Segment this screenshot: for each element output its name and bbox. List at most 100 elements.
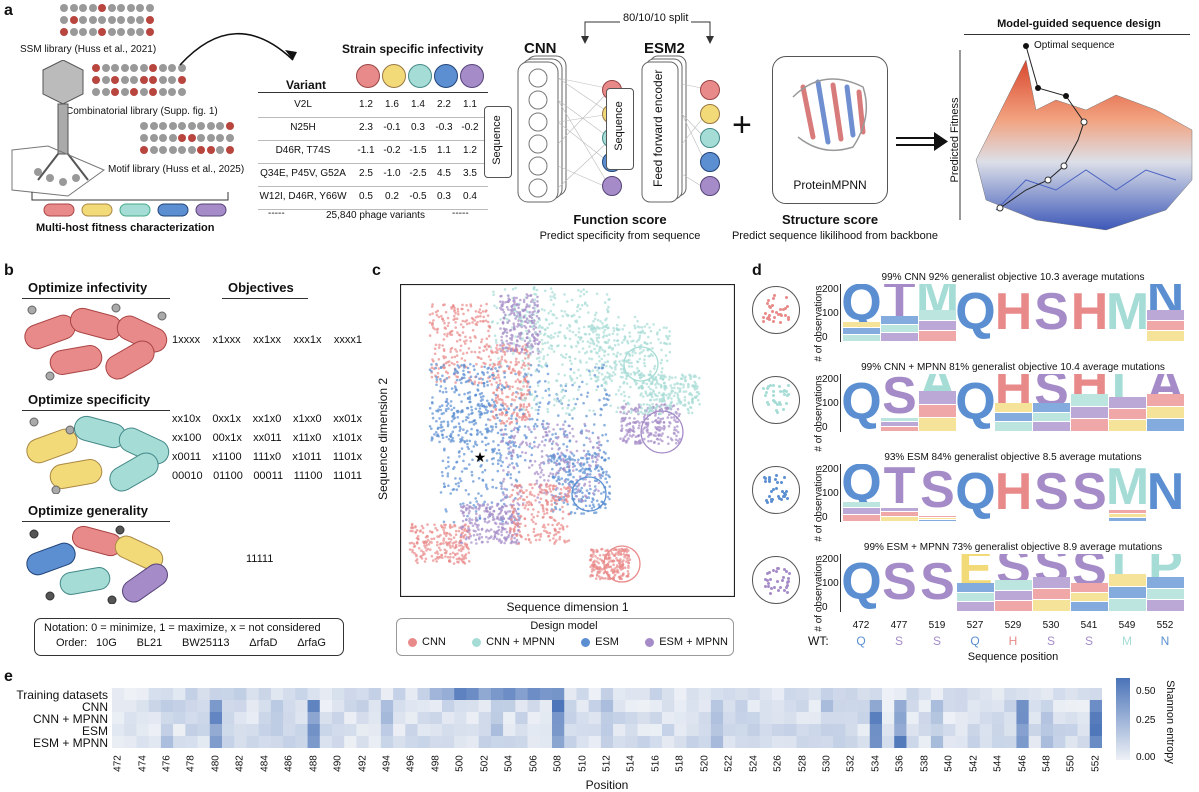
scatter-point (470, 473, 474, 477)
scatter-point (433, 327, 436, 331)
logo-ytick: 100 (822, 308, 839, 319)
scatter-point (556, 443, 559, 447)
scatter-point (534, 538, 538, 542)
scatter-point (602, 490, 606, 494)
scatter-point (532, 508, 535, 511)
scatter-point (611, 332, 615, 336)
scatter-point (502, 407, 506, 410)
logo-minor-letter (1109, 599, 1146, 611)
scatter-point (477, 528, 480, 531)
scatter-point (442, 542, 445, 545)
wt-residue: Q (970, 634, 980, 648)
logo-minor-letter (1109, 586, 1146, 599)
logo-minor-letter (919, 331, 956, 341)
scatter-point (435, 409, 438, 413)
scatter-point (680, 377, 684, 380)
scatter-point (540, 455, 544, 458)
library-variant-dot (149, 64, 157, 72)
legend-label: CNN + MPNN (486, 636, 555, 648)
scatter-point (442, 364, 445, 367)
scatter-point (475, 362, 478, 366)
objective-row: xx100 00x1x xx011 x11x0 x101x (172, 432, 362, 451)
library-variant-dot (98, 4, 106, 12)
scatter-point (576, 397, 579, 401)
logo-column: Q (957, 374, 994, 432)
scatter-point (454, 312, 457, 315)
library-variant-dot (216, 122, 224, 130)
infectivity-value: -0.1 (383, 122, 401, 133)
scatter-point (457, 422, 461, 425)
scatter-point (492, 400, 496, 404)
heatmap-cell (527, 688, 541, 700)
scatter-point (650, 393, 653, 397)
scatter-point (519, 443, 522, 446)
scatter-point (532, 321, 536, 325)
scatter-point (443, 333, 446, 336)
scatter-point (485, 348, 488, 351)
scatter-point (606, 495, 610, 499)
heatmap-cell (527, 736, 541, 748)
scatter-point (469, 534, 472, 538)
logo-minor-letter (1147, 394, 1184, 406)
infectivity-value: -2.5 (409, 168, 427, 179)
logo-letter: E (958, 554, 993, 583)
heatmap-xtick: 550 (1065, 755, 1077, 772)
objective-code: 1101x (332, 451, 362, 463)
scatter-point (651, 389, 655, 392)
scatter-point (673, 383, 676, 386)
scatter-point (667, 442, 670, 445)
scatter-point (452, 556, 455, 559)
scatter-point (532, 530, 536, 534)
scatter-point (530, 463, 534, 467)
scatter-point (603, 458, 606, 462)
scatter-point (657, 391, 661, 395)
scatter-point (679, 387, 682, 391)
scatter-point (619, 367, 623, 371)
cluster-thumb-point (768, 591, 772, 595)
specificity-bacteria-icon (26, 415, 170, 494)
scatter-point (455, 340, 459, 343)
scatter-point (603, 423, 606, 427)
heatmap-cell (246, 700, 259, 712)
scatter-point (459, 541, 462, 544)
scatter-point (649, 370, 652, 373)
scatter-point (541, 488, 544, 492)
scatter-point (561, 314, 565, 318)
scatter-point (472, 445, 476, 448)
logo-letter: N (1147, 284, 1184, 310)
scatter-point (571, 383, 574, 387)
infectivity-value: 2.5 (359, 168, 373, 179)
scatter-point (499, 398, 502, 401)
scatter-point (623, 566, 627, 569)
double-arrow-icon (896, 132, 948, 151)
heatmap-cell (845, 688, 858, 700)
scatter-point (429, 548, 432, 551)
scatter-point (445, 397, 449, 401)
heatmap-cell (686, 736, 699, 748)
infectivity-value: 2.3 (359, 122, 373, 133)
scatter-point (460, 505, 463, 508)
scatter-point (559, 454, 562, 458)
scatter-point (542, 460, 545, 464)
scatter-point (460, 559, 464, 562)
scatter-point (578, 475, 582, 478)
scatter-point (623, 324, 626, 327)
heatmap-cell (930, 724, 944, 736)
library-variant-dot (149, 122, 158, 130)
logo-minor-letter (919, 518, 956, 520)
scatter-point (527, 404, 531, 407)
scatter-point (556, 344, 559, 348)
scatter-point (612, 563, 615, 566)
scatter-point (465, 415, 468, 419)
scatter-point (467, 547, 470, 551)
scatter-point (543, 328, 547, 331)
scatter-point (483, 517, 486, 521)
scatter-point (608, 497, 611, 501)
heatmap-cell (992, 736, 1005, 748)
scatter-point (529, 373, 533, 377)
scatter-point (446, 460, 450, 464)
scatter-point (557, 530, 561, 534)
heatmap-cell (393, 700, 406, 712)
scatter-point (533, 303, 537, 307)
scatter-point (412, 545, 416, 548)
